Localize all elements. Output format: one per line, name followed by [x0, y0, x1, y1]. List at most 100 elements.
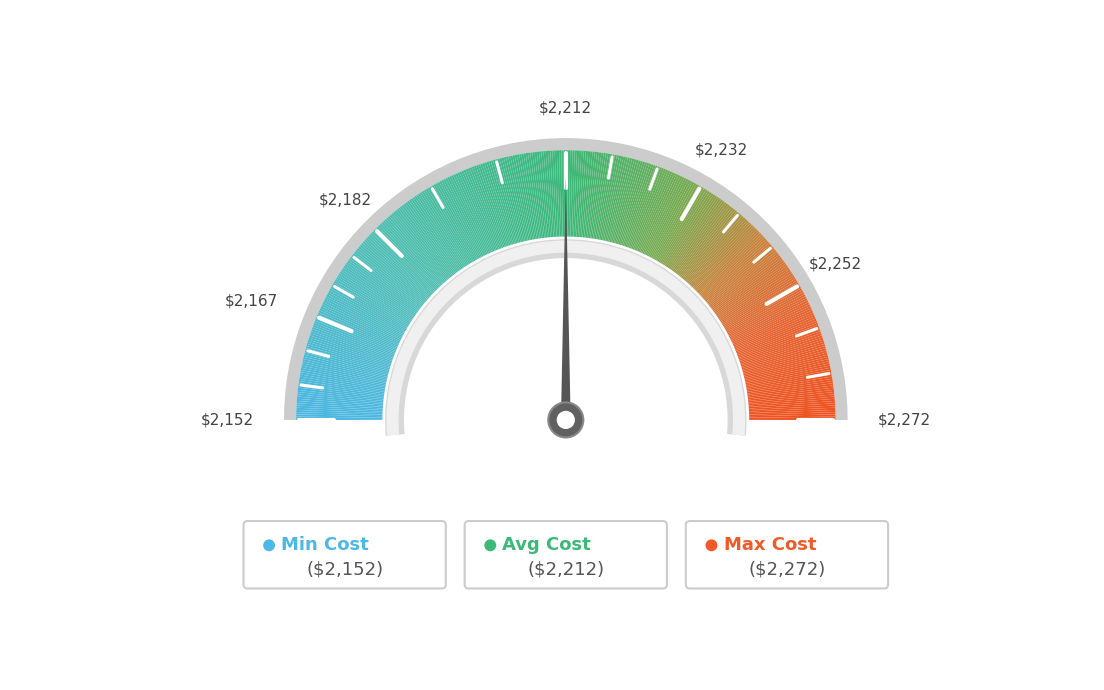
Wedge shape — [744, 355, 828, 377]
Wedge shape — [315, 321, 395, 354]
Wedge shape — [723, 282, 799, 328]
Wedge shape — [390, 215, 447, 282]
Wedge shape — [580, 151, 588, 237]
Wedge shape — [648, 179, 689, 257]
Wedge shape — [749, 431, 835, 439]
Wedge shape — [461, 170, 496, 251]
Wedge shape — [713, 260, 785, 313]
Wedge shape — [714, 262, 786, 314]
Wedge shape — [721, 277, 796, 324]
Wedge shape — [352, 253, 422, 308]
Wedge shape — [400, 206, 454, 275]
Wedge shape — [374, 228, 437, 290]
Wedge shape — [296, 410, 382, 415]
Wedge shape — [298, 381, 384, 395]
Wedge shape — [595, 154, 611, 239]
Wedge shape — [300, 372, 385, 389]
Wedge shape — [298, 390, 383, 401]
Wedge shape — [736, 321, 817, 354]
Wedge shape — [381, 222, 442, 286]
Wedge shape — [310, 333, 392, 362]
Wedge shape — [361, 243, 427, 301]
Wedge shape — [623, 164, 651, 246]
Wedge shape — [302, 361, 386, 382]
Wedge shape — [745, 368, 831, 386]
Wedge shape — [732, 304, 810, 343]
Wedge shape — [697, 231, 760, 293]
Wedge shape — [519, 154, 535, 239]
Wedge shape — [701, 238, 766, 297]
Wedge shape — [745, 364, 830, 383]
Wedge shape — [299, 379, 384, 393]
Text: ($2,212): ($2,212) — [528, 560, 604, 579]
Wedge shape — [673, 202, 726, 273]
Wedge shape — [304, 353, 389, 375]
Wedge shape — [618, 161, 645, 245]
Wedge shape — [310, 331, 393, 361]
Wedge shape — [604, 156, 624, 241]
Wedge shape — [378, 225, 439, 288]
Wedge shape — [427, 187, 473, 262]
Wedge shape — [704, 243, 771, 301]
Wedge shape — [333, 281, 408, 326]
Wedge shape — [613, 159, 637, 243]
Wedge shape — [691, 224, 752, 287]
Wedge shape — [731, 302, 809, 342]
Text: $2,152: $2,152 — [201, 413, 254, 427]
Wedge shape — [735, 319, 817, 353]
Wedge shape — [750, 412, 836, 416]
Wedge shape — [746, 370, 831, 388]
Wedge shape — [745, 366, 830, 384]
Wedge shape — [306, 346, 390, 371]
Wedge shape — [332, 282, 408, 328]
Wedge shape — [360, 244, 426, 302]
Wedge shape — [634, 170, 668, 250]
Wedge shape — [722, 279, 797, 325]
Wedge shape — [471, 166, 503, 248]
Wedge shape — [599, 155, 617, 240]
Wedge shape — [350, 257, 420, 310]
Wedge shape — [732, 306, 811, 344]
FancyBboxPatch shape — [244, 521, 446, 589]
Wedge shape — [606, 157, 628, 241]
Wedge shape — [296, 427, 383, 432]
Wedge shape — [296, 419, 382, 421]
Wedge shape — [296, 412, 382, 416]
Wedge shape — [712, 257, 782, 310]
Wedge shape — [331, 284, 407, 329]
Wedge shape — [550, 150, 556, 237]
Wedge shape — [573, 150, 580, 237]
Wedge shape — [721, 275, 795, 323]
Wedge shape — [664, 192, 712, 266]
Wedge shape — [661, 190, 708, 264]
Wedge shape — [340, 271, 413, 320]
Wedge shape — [730, 300, 808, 340]
Wedge shape — [715, 264, 787, 315]
Wedge shape — [711, 255, 781, 309]
Wedge shape — [708, 250, 776, 305]
Wedge shape — [749, 425, 836, 430]
Wedge shape — [297, 403, 383, 410]
Wedge shape — [296, 422, 382, 426]
Wedge shape — [749, 397, 835, 406]
Wedge shape — [323, 300, 402, 340]
Wedge shape — [317, 315, 397, 350]
Wedge shape — [686, 216, 744, 282]
Wedge shape — [593, 153, 608, 239]
Wedge shape — [590, 152, 604, 238]
Wedge shape — [650, 181, 692, 258]
Text: $2,182: $2,182 — [319, 192, 372, 207]
Wedge shape — [296, 406, 383, 412]
Wedge shape — [297, 392, 383, 402]
Wedge shape — [588, 152, 602, 238]
Wedge shape — [318, 310, 399, 347]
Wedge shape — [420, 192, 468, 266]
Wedge shape — [597, 155, 615, 239]
Wedge shape — [678, 206, 732, 275]
Wedge shape — [302, 359, 388, 380]
Wedge shape — [744, 357, 828, 379]
Wedge shape — [659, 187, 704, 262]
Wedge shape — [386, 241, 745, 435]
Wedge shape — [652, 182, 694, 259]
FancyBboxPatch shape — [465, 521, 667, 589]
